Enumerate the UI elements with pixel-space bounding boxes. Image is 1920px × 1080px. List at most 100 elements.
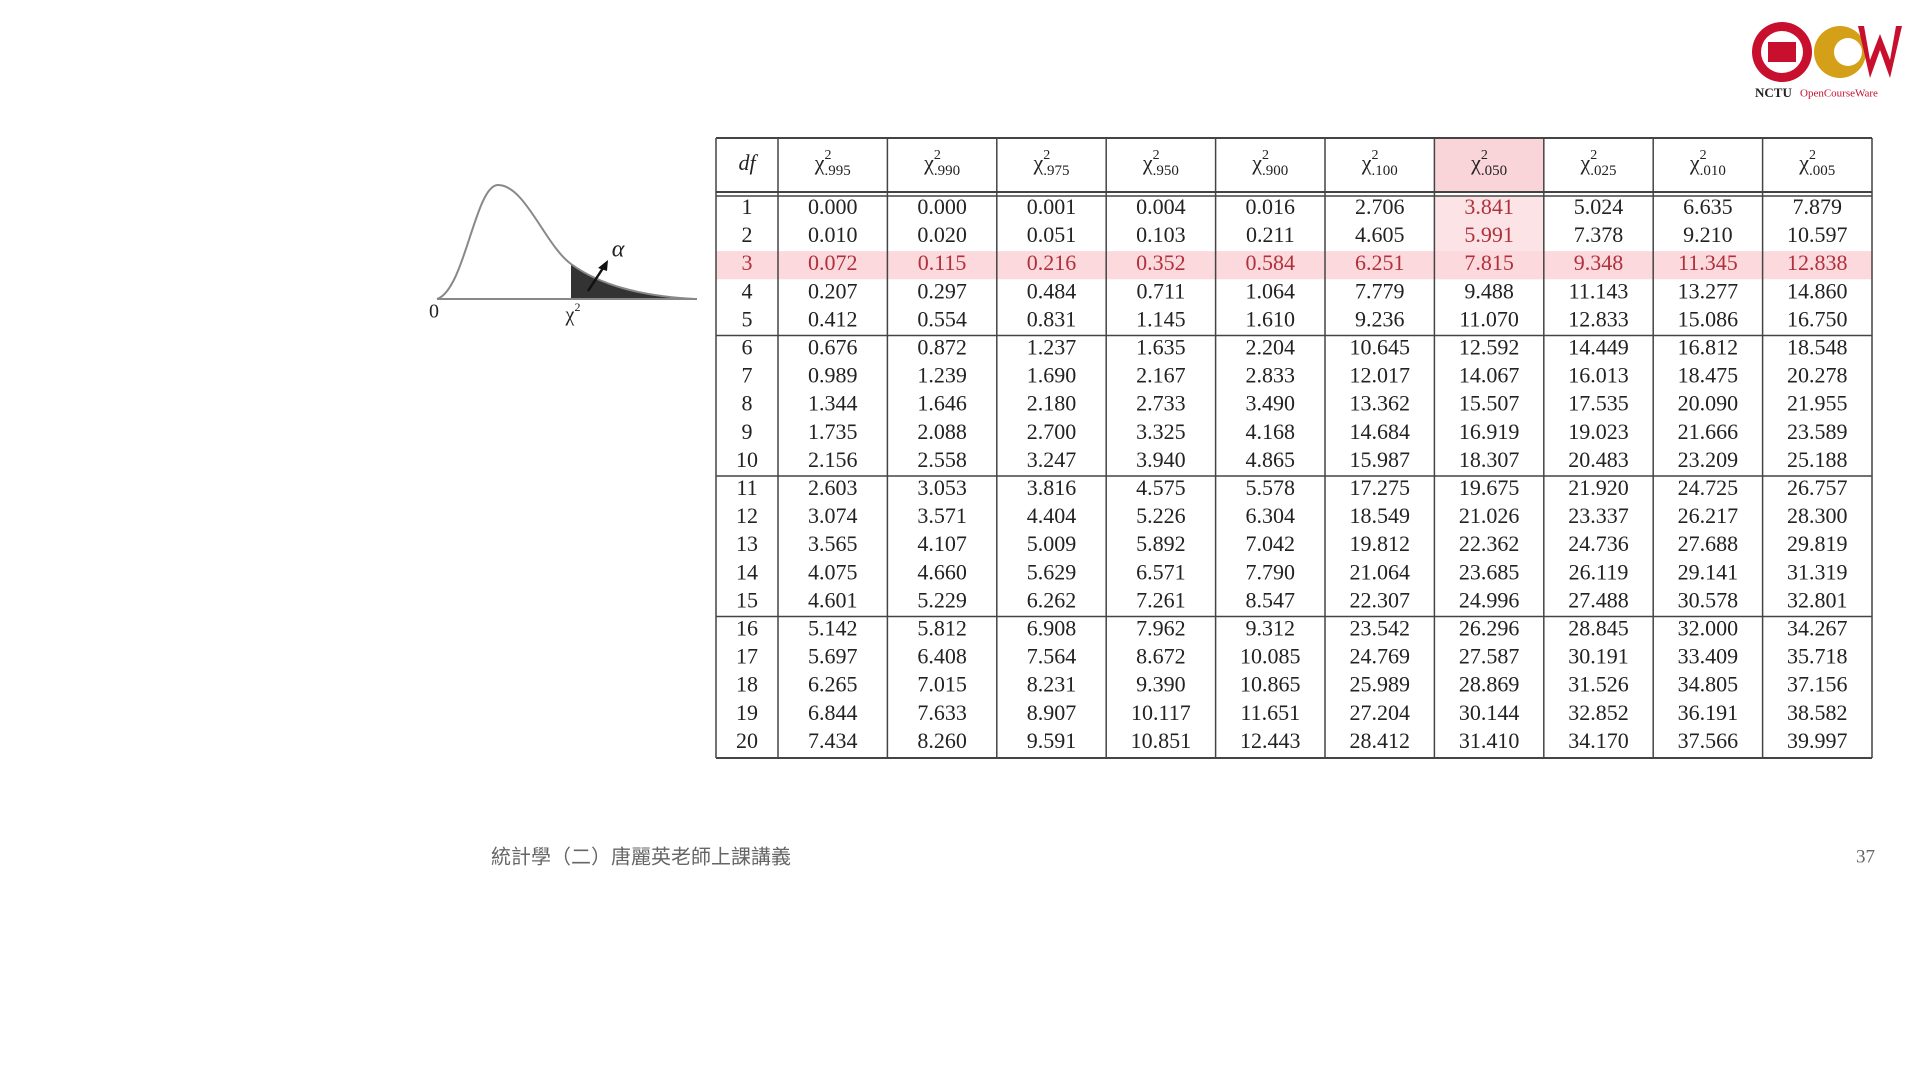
value-cell: 0.103 <box>1136 222 1186 247</box>
value-cell: 10.865 <box>1240 672 1301 697</box>
value-cell: 17.535 <box>1568 391 1629 416</box>
value-cell: 32.852 <box>1568 700 1629 725</box>
value-cell: 6.265 <box>808 672 858 697</box>
value-cell: 8.672 <box>1136 644 1186 669</box>
value-cell: 10.117 <box>1131 700 1191 725</box>
value-cell: 2.558 <box>917 447 967 472</box>
value-cell: 0.831 <box>1027 306 1077 331</box>
column-header: χ2.025 <box>1579 148 1616 179</box>
value-cell: 3.053 <box>917 475 967 500</box>
value-cell: 7.779 <box>1355 278 1405 303</box>
value-cell: 8.907 <box>1027 700 1077 725</box>
value-cell: 34.805 <box>1678 672 1739 697</box>
value-cell: 6.251 <box>1355 250 1405 275</box>
value-cell: 0.989 <box>808 363 858 388</box>
logo: NCTU OpenCourseWare <box>1752 22 1902 100</box>
chi-square-table: df χ2.995 χ2.990 χ2.975 χ2.950 χ2.900 χ2.100 χ2… <box>715 137 1873 759</box>
value-cell: 5.226 <box>1136 503 1186 528</box>
column-header: χ2.950 <box>1142 148 1179 179</box>
arrow-head <box>598 260 608 271</box>
value-cell: 20.483 <box>1568 447 1629 472</box>
origin-label: 0 <box>429 301 439 323</box>
value-cell: 13.362 <box>1349 391 1410 416</box>
value-cell: 0.711 <box>1137 278 1186 303</box>
value-cell: 25.989 <box>1349 672 1410 697</box>
value-cell: 27.488 <box>1568 587 1629 612</box>
df-cell: 20 <box>736 728 758 753</box>
chi-symbol: χ <box>923 150 934 175</box>
value-cell: 11.345 <box>1678 250 1738 275</box>
chi-symbol: χ <box>1579 150 1590 175</box>
chi-symbol: χ <box>565 304 575 326</box>
value-cell: 18.307 <box>1459 447 1520 472</box>
value-cell: 27.204 <box>1349 700 1410 725</box>
value-cell: 4.075 <box>808 559 858 584</box>
value-cell: 4.107 <box>917 531 967 556</box>
value-cell: 33.409 <box>1678 644 1739 669</box>
value-cell: 36.191 <box>1678 700 1739 725</box>
page-number: 37 <box>1856 846 1875 867</box>
chi-square-figure: 0 χ2 α <box>429 183 697 326</box>
df-cell: 7 <box>742 363 753 388</box>
value-cell: 17.275 <box>1349 475 1410 500</box>
value-cell: 3.816 <box>1027 475 1077 500</box>
value-cell: 0.554 <box>917 306 967 331</box>
value-cell: 1.344 <box>808 391 858 416</box>
value-cell: 6.304 <box>1246 503 1296 528</box>
value-cell: 0.412 <box>808 306 858 331</box>
value-cell: 19.675 <box>1459 475 1520 500</box>
value-cell: 2.156 <box>808 447 858 472</box>
value-cell: 23.209 <box>1678 447 1739 472</box>
chi-symbol: χ <box>1689 150 1700 175</box>
df-cell: 6 <box>742 335 753 360</box>
value-cell: 0.211 <box>1246 222 1295 247</box>
value-cell: 0.001 <box>1027 194 1077 219</box>
value-cell: 10.597 <box>1787 222 1848 247</box>
value-cell: 1.064 <box>1246 278 1296 303</box>
value-cell: 1.735 <box>808 419 858 444</box>
tail-area <box>571 264 695 299</box>
value-cell: 10.085 <box>1240 644 1301 669</box>
df-cell: 1 <box>742 194 753 219</box>
value-cell: 3.841 <box>1464 194 1514 219</box>
chi-symbol: χ <box>1032 150 1043 175</box>
value-cell: 2.706 <box>1355 194 1405 219</box>
value-cell: 7.261 <box>1136 587 1186 612</box>
chi-power: 2 <box>1371 148 1378 163</box>
value-cell: 18.549 <box>1349 503 1410 528</box>
chi-symbol: χ <box>1251 150 1262 175</box>
value-cell: 34.267 <box>1787 616 1848 641</box>
chi-power: 2 <box>1590 148 1597 163</box>
value-cell: 10.645 <box>1349 335 1410 360</box>
value-cell: 18.475 <box>1678 363 1739 388</box>
df-header: df <box>738 150 758 175</box>
value-cell: 14.860 <box>1787 278 1848 303</box>
value-cell: 30.191 <box>1568 644 1629 669</box>
value-cell: 1.610 <box>1246 306 1296 331</box>
value-cell: 18.548 <box>1787 335 1848 360</box>
value-cell: 3.571 <box>917 503 967 528</box>
chi-power: 2 <box>1043 148 1050 163</box>
value-cell: 24.725 <box>1678 475 1739 500</box>
chi-power: 2 <box>574 300 580 314</box>
value-cell: 4.404 <box>1027 503 1077 528</box>
alpha-subscript: .025 <box>1590 163 1616 179</box>
df-cell: 4 <box>742 278 753 303</box>
value-cell: 7.815 <box>1464 250 1514 275</box>
value-cell: 0.872 <box>917 335 967 360</box>
value-cell: 22.362 <box>1459 531 1520 556</box>
value-cell: 19.023 <box>1568 419 1629 444</box>
value-cell: 7.790 <box>1246 559 1296 584</box>
value-cell: 14.684 <box>1349 419 1410 444</box>
chi-symbol: χ <box>1470 150 1481 175</box>
value-cell: 35.718 <box>1787 644 1848 669</box>
value-cell: 23.337 <box>1568 503 1629 528</box>
value-cell: 15.086 <box>1678 306 1739 331</box>
value-cell: 21.955 <box>1787 391 1848 416</box>
value-cell: 12.838 <box>1787 250 1848 275</box>
value-cell: 39.997 <box>1787 728 1848 753</box>
value-cell: 5.812 <box>917 616 967 641</box>
value-cell: 1.635 <box>1136 335 1186 360</box>
df-cell: 16 <box>736 616 758 641</box>
